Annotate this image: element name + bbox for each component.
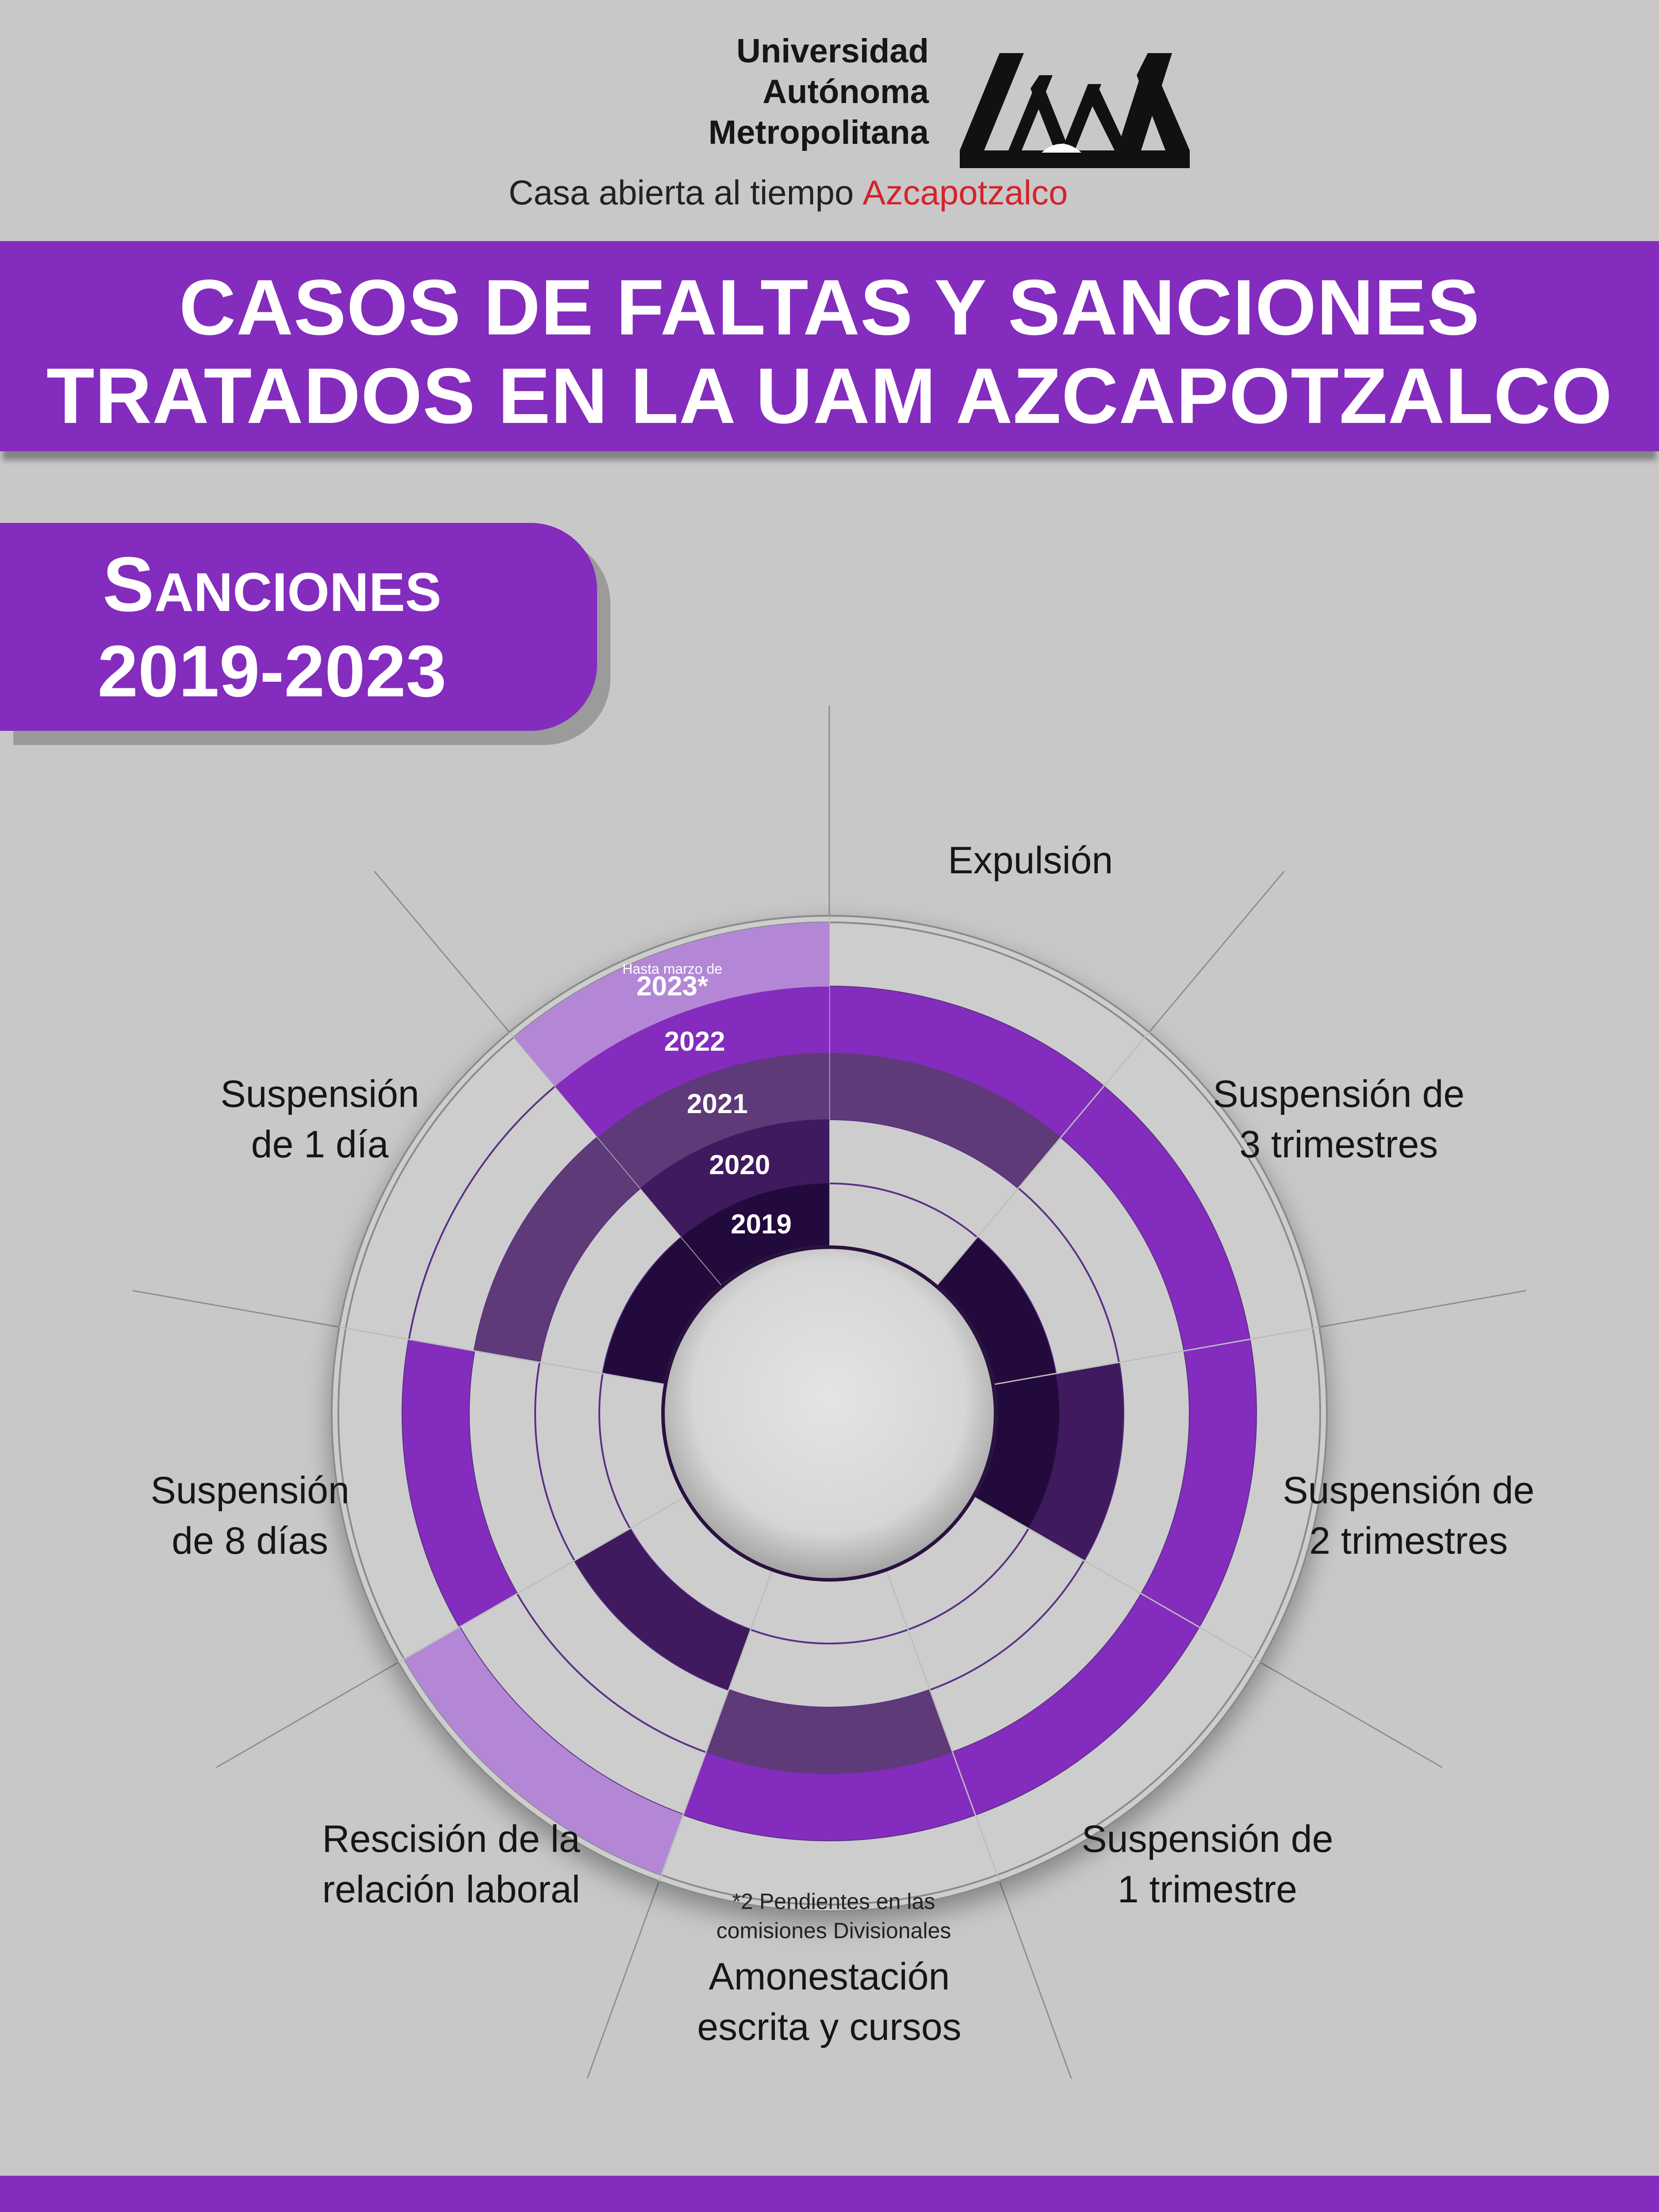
segment-2022-3 [1141,1339,1257,1627]
category-label: Rescisión de la relación laboral [252,1814,650,1915]
year-2023-note: Hasta marzo de [622,961,723,977]
segment-2019-8 [602,1237,721,1385]
category-label-line: Expulsión [948,839,1113,882]
segment-2023-6 [404,1627,683,1875]
year-band-2022 [555,987,829,1137]
section-badge: Sanciones 2019-2023 [0,523,597,731]
segment-divider [658,1571,773,1882]
category-label: Suspensión de 1 trimestre [1008,1814,1406,1915]
segment-divider [994,1326,1320,1385]
category-label-line: Amonestación [709,1955,950,1998]
segment-2022-1 [829,987,1104,1137]
year-label-2019: 2019 [731,1209,792,1240]
segment-2019-2 [937,1237,1056,1385]
university-name: Universidad Autónoma Metropolitana [597,31,929,153]
segment-2022-2 [1061,1086,1250,1351]
segment-2022-7 [402,1339,517,1627]
tagline-text: Casa abierta al tiempo [509,173,854,212]
university-name-line: Autónoma [762,73,929,111]
segment-divider [974,1497,1261,1663]
segment-2021-5 [706,1690,953,1774]
segment-2021-1 [829,1053,1061,1188]
footer-band [0,2176,1659,2212]
campus-name: Azcapotzalco [862,173,1068,212]
university-name-line: Metropolitana [708,114,929,151]
year-label-2023: 2023* [636,971,709,1002]
section-years: 2019-2023 [97,630,447,712]
category-label-line: Suspensión de [1283,1469,1535,1512]
category-label: Expulsión [831,835,1230,886]
category-label-line: Suspensión [150,1469,349,1512]
segment-divider [886,1571,1000,1882]
category-label-line: 2 trimestres [1309,1519,1508,1562]
segment-divider [937,1032,1150,1285]
uam-logo-block: Universidad Autónoma Metropolitana Casa … [509,31,1194,212]
segment-divider [339,1326,664,1385]
year-label-2020: 2020 [709,1150,770,1181]
data-segments [339,916,1320,1882]
year-band-2020 [640,1119,829,1237]
year-band-2021 [598,1053,829,1188]
category-label: Suspensión de 3 trimestres [1140,1069,1538,1170]
segment-2019-3 [975,1373,1059,1528]
tagline: Casa abierta al tiempo Azcapotzalco [509,173,1199,213]
page-title-line-1: CASOS DE FALTAS Y SANCIONES [179,263,1480,351]
category-label: Suspensión de 2 trimestres [1210,1465,1608,1566]
segment-2022-4 [952,1594,1199,1815]
footnote: *2 Pendientes en las comisiones Division… [657,1887,1011,1945]
footnote-line: *2 Pendientes en las [732,1889,935,1914]
year-strip [513,922,829,1285]
segment-2020-6 [575,1528,751,1690]
segment-2020-3 [1028,1362,1123,1561]
category-label-line: de 8 días [172,1519,329,1562]
year-band-2023 [513,922,829,1087]
page-title-line-2: TRATADOS EN LA UAM AZCAPOTZALCO [46,352,1613,440]
category-label-line: 3 trimestres [1239,1123,1438,1166]
category-label: Suspensión de 1 día [121,1069,519,1170]
category-label-line: Suspensión de [1213,1073,1465,1115]
category-label-line: 1 trimestre [1117,1868,1297,1911]
category-label: Suspensión de 8 días [51,1465,449,1566]
category-label-line: escrita y cursos [697,2006,962,2048]
footnote-line: comisiones Divisionales [716,1918,951,1943]
university-name-line: Universidad [736,32,929,70]
year-label-2021: 2021 [686,1088,748,1119]
uam-logo-icon [960,53,1190,168]
title-banner: CASOS DE FALTAS Y SANCIONES TRATADOS EN … [0,241,1659,451]
category-label-line: de 1 día [251,1123,389,1166]
segment-divider [398,1497,684,1663]
category-label-line: Suspensión de [1081,1817,1333,1860]
category-label: Amonestación escrita y cursos [630,1951,1028,2052]
category-label-line: Rescisión de la [322,1817,580,1860]
year-label-2022: 2022 [664,1026,725,1057]
center-disc-fill [665,1249,994,1578]
segment-2022-5 [683,1752,976,1840]
center-disc [661,1245,997,1582]
section-title: Sanciones [103,541,441,628]
category-label-line: relación laboral [322,1868,580,1911]
category-label-line: Suspensión [220,1073,419,1115]
segment-2021-8 [474,1137,640,1363]
year-band-2019 [681,1183,829,1285]
